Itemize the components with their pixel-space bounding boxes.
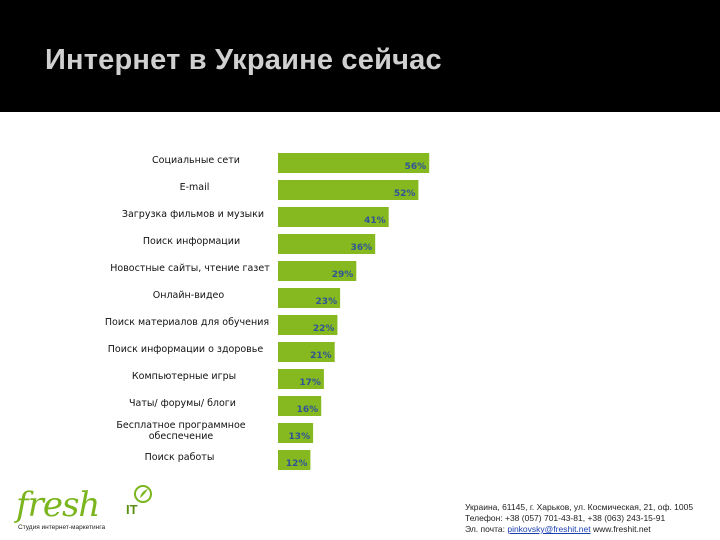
freshit-logo: fresh IT Студия интернет-маркетинга: [16, 485, 156, 536]
contact-website: www.freshit.net: [593, 524, 651, 534]
value-label: 21%: [310, 351, 332, 361]
bar: [278, 180, 419, 200]
value-label: 36%: [351, 243, 373, 253]
category-label: Социальные сети: [152, 155, 240, 166]
value-label: 29%: [332, 270, 354, 280]
value-label: 16%: [297, 405, 319, 415]
contact-email-prefix: Эл. почта:: [465, 524, 508, 534]
category-label: Онлайн-видео: [153, 290, 225, 301]
logo-wordmark: fresh: [16, 485, 100, 525]
contact-phone: Телефон: +38 (057) 701-43-81, +38 (063) …: [465, 513, 666, 523]
category-label: E-mail: [180, 182, 210, 193]
category-label: Поиск информации о здоровье: [108, 344, 264, 355]
logo-suffix: IT: [126, 502, 138, 517]
bar: [278, 207, 389, 227]
bar: [278, 153, 430, 173]
contact-address: Украина, 61145, г. Харьков, ул. Космичес…: [465, 502, 694, 512]
value-label: 13%: [289, 432, 311, 442]
bar: [278, 450, 311, 470]
category-label: Загрузка фильмов и музыки: [122, 209, 264, 220]
logo-tagline: Студия интернет-маркетинга: [18, 524, 106, 531]
value-label: 52%: [394, 189, 416, 199]
value-label: 56%: [405, 162, 427, 172]
category-label: Поиск работы: [145, 452, 215, 463]
bar: [278, 342, 335, 362]
bar: [278, 288, 341, 308]
bar: [278, 315, 338, 335]
slide-title: Интернет в Украине сейчас: [45, 44, 442, 76]
value-label: 22%: [313, 324, 335, 334]
contact-email-line: Эл. почта: pinkovsky@freshit.net www.fre…: [465, 524, 693, 535]
bar: [278, 423, 314, 443]
value-label: 41%: [364, 216, 386, 226]
category-label: Поиск информации: [143, 236, 240, 247]
category-label: Новостные сайты, чтение газет: [110, 263, 270, 274]
value-label: 17%: [299, 378, 321, 388]
bar: [278, 234, 376, 254]
contact-info: Украина, 61145, г. Харьков, ул. Космичес…: [465, 502, 693, 535]
bar: [278, 396, 322, 416]
category-label: Бесплатное программное обеспечение: [116, 420, 245, 442]
category-label: Чаты/ форумы/ блоги: [129, 398, 236, 409]
bar: [278, 261, 357, 281]
value-label: 12%: [286, 459, 308, 469]
category-label: Поиск материалов для обучения: [105, 317, 269, 328]
bar: [278, 369, 324, 389]
title-bar: Интернет в Украине сейчас: [0, 0, 720, 112]
contact-email-link[interactable]: pinkovsky@freshit.net: [507, 524, 591, 534]
value-label: 23%: [316, 297, 338, 307]
leaf-icon: [134, 485, 152, 503]
category-label: Компьютерные игры: [132, 371, 236, 382]
